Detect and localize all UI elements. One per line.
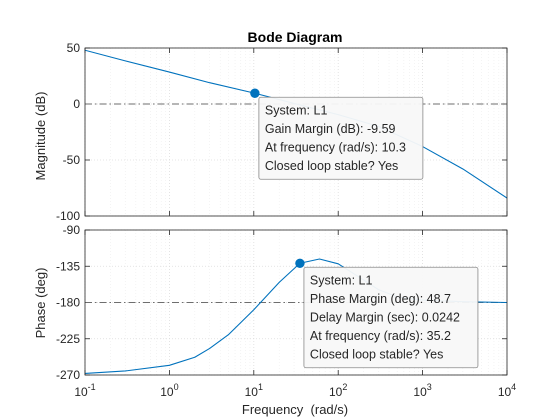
x-tick-label: 101	[245, 382, 263, 399]
magnitude-datatip-box	[258, 96, 424, 180]
phase-datatip-line: Delay Margin (sec): 0.0242	[310, 310, 460, 324]
phase-y-tick-label: -225	[56, 332, 80, 346]
phase-panel: -90 -135 -180 -225 -270 System: L1 Phase Margi…	[56, 223, 508, 382]
magnitude-datatip-line: Gain Margin (dB): -9.59	[265, 122, 396, 136]
phase-datatip-box	[303, 266, 479, 369]
x-tick-label: 104	[498, 382, 516, 399]
magnitude-datatip-line: At frequency (rad/s): 10.3	[265, 140, 406, 154]
x-tick-label: 10-1	[74, 382, 95, 399]
phase-y-tick-label: -180	[56, 296, 80, 310]
magnitude-axes-box	[84, 47, 508, 217]
magnitude-y-tick-label: 50	[67, 41, 81, 55]
magnitude-datatip-line: System: L1	[265, 103, 328, 117]
phase-datatip-line: At frequency (rad/s): 35.2	[310, 329, 451, 343]
magnitude-datatip-line: Closed loop stable? Yes	[265, 159, 398, 173]
phase-margin-marker	[295, 258, 305, 268]
phase-datatip-line: Closed loop stable? Yes	[310, 347, 443, 361]
x-axis-label: Frequency (rad/s)	[242, 402, 348, 417]
magnitude-y-tick-label: -100	[56, 209, 80, 223]
x-tick-labels: 10-1 100 101 102 103 104	[74, 382, 516, 399]
magnitude-ylabel: Magnitude (dB)	[33, 92, 48, 181]
phase-datatip-line: Phase Margin (deg): 48.7	[310, 292, 451, 306]
phase-y-tick-label: -90	[63, 223, 81, 237]
phase-y-tick-label: -270	[56, 368, 80, 382]
magnitude-y-tick-label: -50	[63, 153, 81, 167]
magnitude-margin-marker	[250, 88, 260, 98]
phase-y-tick-label: -135	[56, 259, 80, 273]
magnitude-panel: 50 0 -50 -100 System: L1 Gain Margin (dB): -9…	[56, 41, 508, 223]
phase-ylabel: Phase (deg)	[33, 268, 48, 339]
x-tick-label: 102	[329, 382, 347, 399]
chart-title: Bode Diagram	[248, 29, 343, 45]
phase-datatip-line: System: L1	[310, 273, 373, 287]
x-tick-label: 103	[413, 382, 431, 399]
x-tick-label: 100	[160, 382, 178, 399]
magnitude-y-tick-label: 0	[73, 97, 80, 111]
phase-axes-box	[84, 229, 508, 376]
